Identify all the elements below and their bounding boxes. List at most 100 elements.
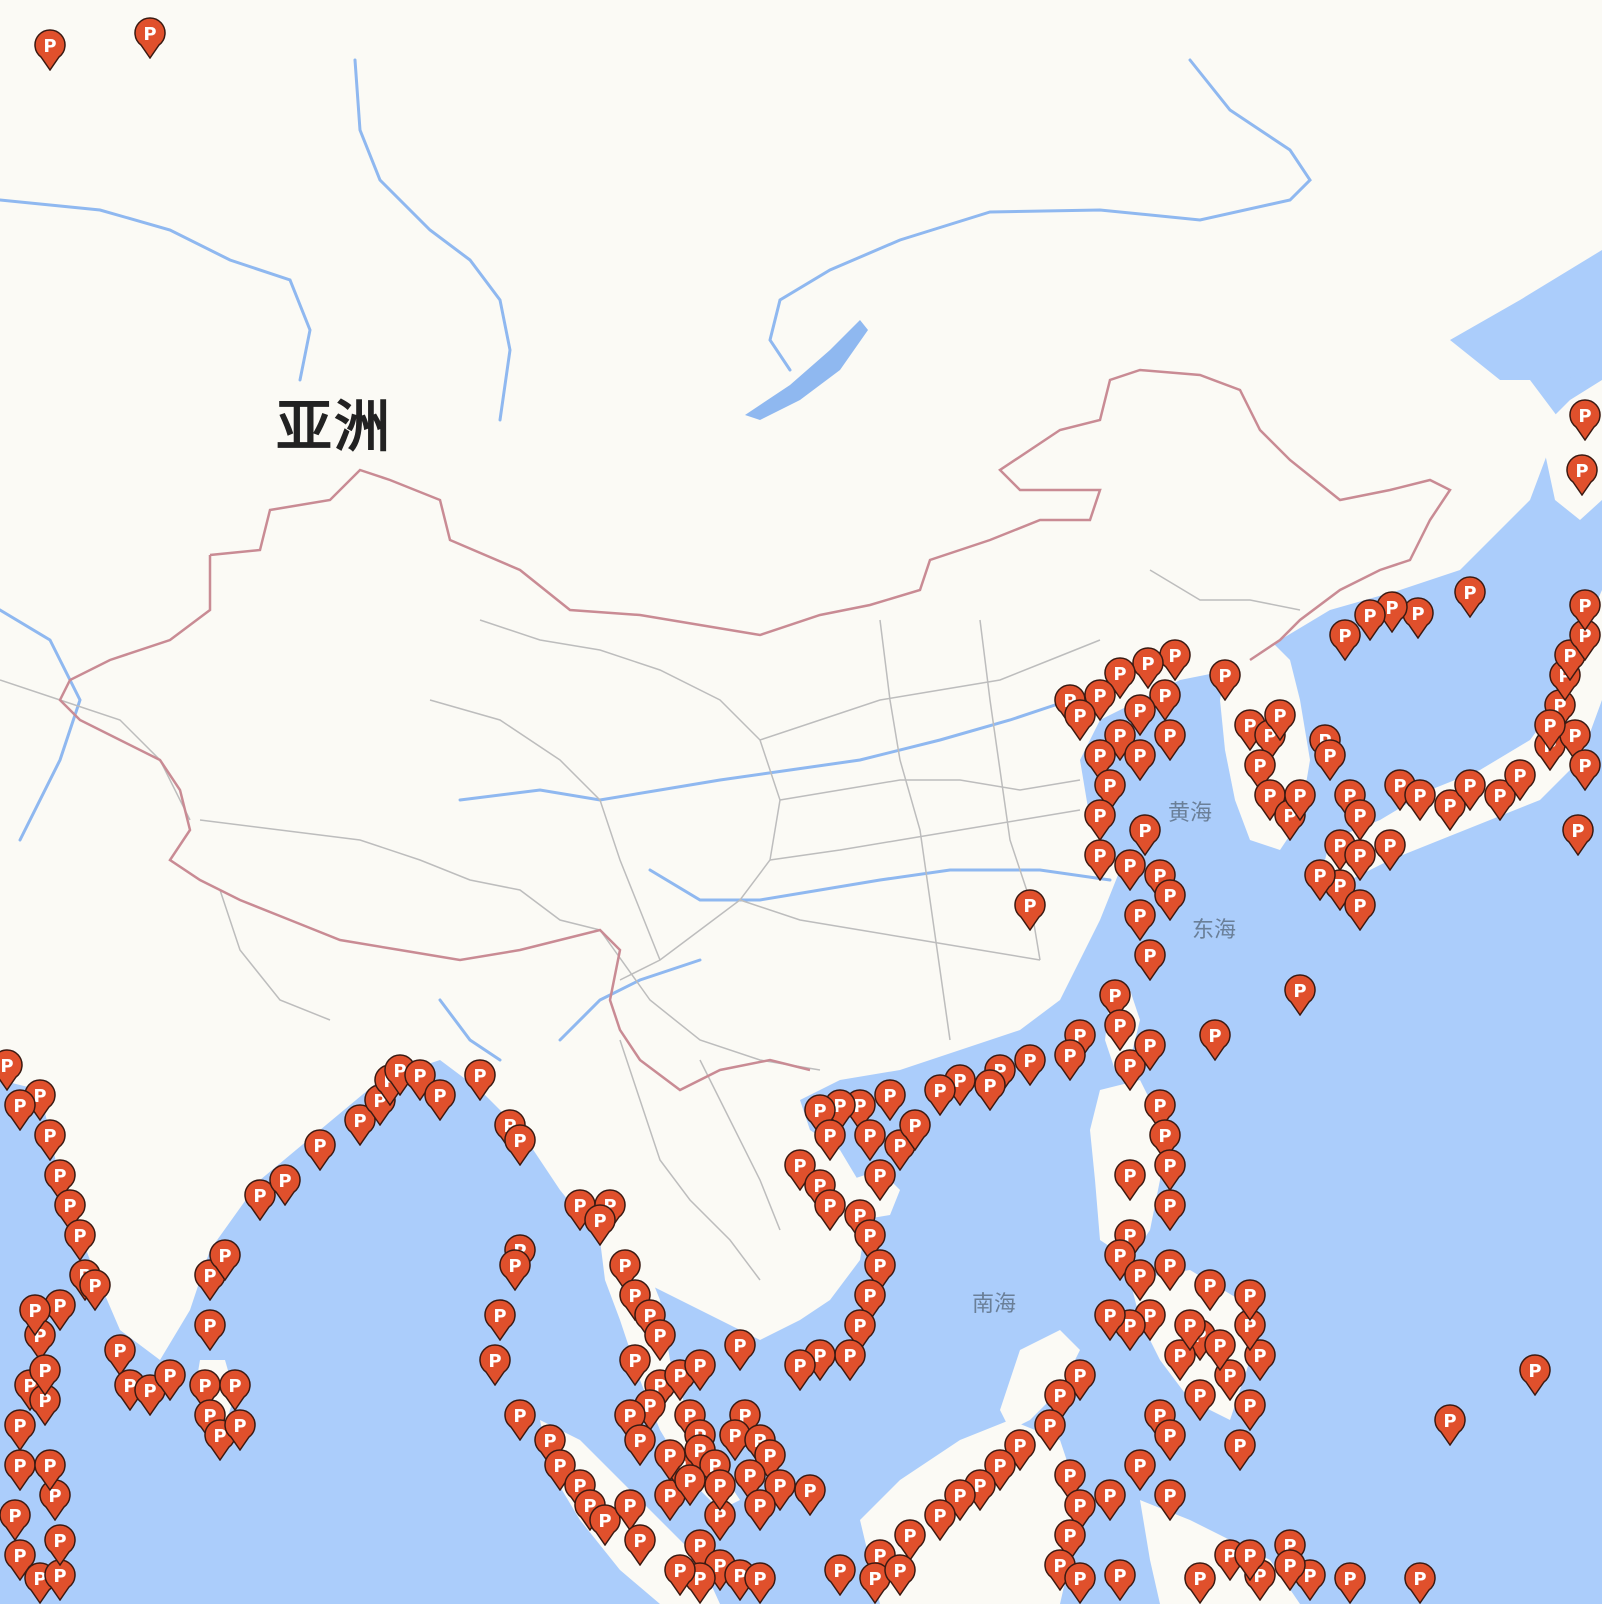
place-marker[interactable]: P [923,1074,957,1116]
place-marker[interactable]: P [763,1469,797,1511]
place-marker[interactable]: P [1303,859,1337,901]
place-marker[interactable]: P [973,1069,1007,1111]
place-marker[interactable]: P [673,1464,707,1506]
place-marker[interactable]: P [1333,1562,1367,1604]
place-marker[interactable]: P [653,1479,687,1521]
place-marker[interactable]: P [498,1249,532,1291]
place-marker[interactable]: P [193,1309,227,1351]
place-marker[interactable]: P [1353,599,1387,641]
place-marker[interactable]: P [1133,939,1167,981]
place-marker[interactable]: P [1123,899,1157,941]
place-marker[interactable]: P [1093,769,1127,811]
place-marker[interactable]: P [1433,1404,1467,1446]
place-marker[interactable]: P [1383,769,1417,811]
place-marker[interactable]: P [898,1109,932,1151]
place-marker[interactable]: P [1483,779,1517,821]
place-marker[interactable]: P [1083,839,1117,881]
place-marker[interactable]: P [1373,829,1407,871]
place-marker[interactable]: P [33,1449,67,1491]
place-marker[interactable]: P [1558,719,1592,761]
place-marker[interactable]: P [963,1469,997,1511]
place-marker[interactable]: P [28,1354,62,1396]
place-marker[interactable]: P [1123,739,1157,781]
place-marker[interactable]: P [1153,719,1187,761]
place-marker[interactable]: P [1313,739,1347,781]
place-marker[interactable]: P [268,1164,302,1206]
place-marker[interactable]: P [1343,889,1377,931]
place-marker[interactable]: P [883,1554,917,1596]
place-marker[interactable]: P [1568,399,1602,441]
place-marker[interactable]: P [1533,709,1567,751]
place-marker[interactable]: P [1283,779,1317,821]
place-marker[interactable]: P [1063,699,1097,741]
place-marker[interactable]: P [803,1094,837,1136]
place-marker[interactable]: P [1053,1039,1087,1081]
place-marker[interactable]: P [1098,979,1132,1021]
place-marker[interactable]: P [1193,1269,1227,1311]
place-marker[interactable]: P [853,1119,887,1161]
place-marker[interactable]: P [1148,1119,1182,1161]
place-marker[interactable]: P [3,1539,37,1581]
place-marker[interactable]: P [1503,759,1537,801]
place-marker[interactable]: P [1453,576,1487,618]
place-marker[interactable]: P [983,1449,1017,1491]
place-marker[interactable]: P [608,1249,642,1291]
place-marker[interactable]: P [1183,1562,1217,1604]
place-marker[interactable]: P [743,1562,777,1604]
place-marker[interactable]: P [1123,694,1157,736]
place-marker[interactable]: P [613,1489,647,1531]
place-marker[interactable]: P [1013,889,1047,931]
place-marker[interactable]: P [1083,679,1117,721]
place-marker[interactable]: P [858,1562,892,1604]
place-marker[interactable]: P [1093,1299,1127,1341]
place-marker[interactable]: P [1198,1019,1232,1061]
place-marker[interactable]: P [343,1104,377,1146]
place-marker[interactable]: P [1153,879,1187,921]
place-marker[interactable]: P [618,1344,652,1386]
place-marker[interactable]: P [1103,1009,1137,1051]
place-marker[interactable]: P [33,29,67,71]
place-marker[interactable]: P [208,1239,242,1281]
place-marker[interactable]: P [743,1489,777,1531]
place-marker[interactable]: P [63,1219,97,1261]
place-marker[interactable]: P [1433,789,1467,831]
place-marker[interactable]: P [533,1424,567,1466]
place-marker[interactable]: P [1208,659,1242,701]
place-marker[interactable]: P [1565,454,1599,496]
place-marker[interactable]: P [0,1499,32,1541]
place-marker[interactable]: P [423,1079,457,1121]
place-marker[interactable]: P [43,1289,77,1331]
place-marker[interactable]: P [813,1189,847,1231]
place-marker[interactable]: P [823,1554,857,1596]
place-marker[interactable]: P [1243,749,1277,791]
place-marker[interactable]: P [853,1219,887,1261]
place-marker[interactable]: P [1453,769,1487,811]
place-marker[interactable]: P [503,1399,537,1441]
place-marker[interactable]: P [1223,1429,1257,1471]
place-marker[interactable]: P [503,1124,537,1166]
place-marker[interactable]: P [833,1339,867,1381]
place-marker[interactable]: P [703,1469,737,1511]
place-marker[interactable]: P [1113,849,1147,891]
place-marker[interactable]: P [3,1089,37,1131]
place-marker[interactable]: P [853,1279,887,1321]
place-marker[interactable]: P [1043,1379,1077,1421]
place-marker[interactable]: P [1053,1519,1087,1561]
place-marker[interactable]: P [1153,1479,1187,1521]
place-marker[interactable]: P [103,1334,137,1376]
place-marker[interactable]: P [1233,1389,1267,1431]
place-marker[interactable]: P [1518,1354,1552,1396]
place-marker[interactable]: P [3,1409,37,1451]
place-marker[interactable]: P [1133,1029,1167,1071]
place-marker[interactable]: P [1233,1279,1267,1321]
place-marker[interactable]: P [863,1539,897,1581]
place-marker[interactable]: P [1561,814,1595,856]
place-marker[interactable]: P [403,1059,437,1101]
place-marker[interactable]: P [1153,1189,1187,1231]
place-marker[interactable]: P [1153,1149,1187,1191]
place-marker[interactable]: P [78,1269,112,1311]
place-marker[interactable]: P [793,1474,827,1516]
place-marker[interactable]: P [1343,799,1377,841]
place-marker[interactable]: P [1243,1339,1277,1381]
